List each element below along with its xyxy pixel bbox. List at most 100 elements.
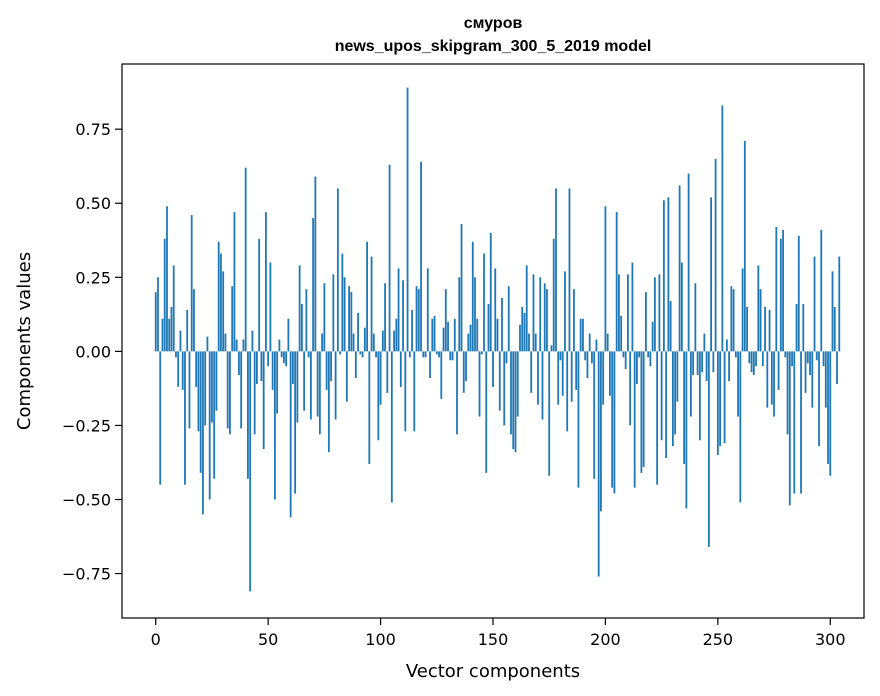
bar-142 — [474, 277, 476, 352]
bar-19 — [197, 351, 200, 432]
bar-163 — [521, 306, 524, 352]
bar-79 — [332, 274, 335, 352]
bar-4 — [163, 238, 166, 352]
bar-183 — [566, 351, 569, 432]
bar-165 — [525, 265, 528, 352]
bar-53 — [274, 351, 276, 500]
bar-251 — [719, 351, 721, 447]
bar-101 — [381, 330, 384, 352]
bar-13 — [184, 351, 186, 485]
bar-168 — [532, 274, 535, 352]
bar-255 — [728, 351, 730, 381]
bar-102 — [384, 283, 386, 352]
bar-59 — [287, 318, 290, 352]
bar-125 — [435, 351, 438, 355]
bar-41 — [247, 351, 249, 479]
bar-84 — [343, 277, 346, 352]
bar-239 — [692, 351, 695, 376]
bar-146 — [483, 253, 485, 352]
bar-77 — [327, 351, 330, 453]
bar-240 — [694, 283, 697, 352]
bar-96 — [370, 256, 373, 352]
bar-202 — [609, 351, 611, 396]
bar-224 — [658, 274, 661, 352]
bar-298 — [824, 351, 827, 408]
bar-57 — [282, 351, 285, 364]
bar-71 — [314, 176, 317, 352]
bar-42 — [249, 351, 252, 592]
bar-174 — [546, 289, 548, 352]
bar-304 — [838, 256, 841, 352]
y-tick-label: −0.25 — [62, 416, 111, 435]
bar-241 — [696, 351, 699, 376]
bar-8 — [172, 265, 175, 352]
bar-88 — [352, 333, 355, 352]
bar-253 — [723, 351, 726, 444]
bar-36 — [235, 339, 238, 352]
bar-149 — [489, 232, 492, 352]
bar-14 — [186, 309, 189, 352]
x-tick-label: 0 — [151, 630, 161, 649]
bar-190 — [582, 318, 584, 352]
bar-115 — [413, 351, 416, 432]
bar-66 — [303, 351, 306, 411]
bar-65 — [300, 303, 303, 352]
bar-233 — [678, 185, 681, 352]
bar-188 — [577, 351, 580, 488]
bar-60 — [289, 351, 292, 518]
bar-83 — [341, 253, 344, 352]
bar-26 — [213, 351, 216, 479]
bar-40 — [244, 167, 247, 352]
bar-211 — [629, 351, 632, 426]
bar-120 — [424, 351, 427, 358]
bar-290 — [806, 351, 809, 364]
bar-247 — [710, 197, 712, 352]
bar-250 — [716, 351, 719, 456]
bar-138 — [465, 351, 467, 381]
bar-10 — [177, 351, 180, 387]
bar-201 — [606, 333, 609, 352]
bar-18 — [195, 351, 198, 387]
y-axis-label: Components values — [14, 252, 35, 430]
bar-303 — [836, 351, 838, 384]
bar-147 — [485, 351, 488, 473]
bar-3 — [161, 318, 164, 352]
bar-29 — [220, 253, 222, 352]
bar-265 — [750, 351, 753, 373]
bar-216 — [640, 351, 643, 473]
bar-48 — [262, 351, 265, 450]
x-tick-label: 150 — [478, 630, 509, 649]
bar-119 — [422, 351, 425, 358]
bar-248 — [712, 351, 715, 373]
y-axis-ticks: −0.75 −0.50 −0.25 0.00 0.25 0.50 0.75 — [62, 120, 122, 584]
bar-103 — [386, 351, 389, 393]
bar-99 — [377, 351, 380, 441]
bar-177 — [552, 238, 555, 352]
bar-223 — [656, 351, 659, 485]
bar-81 — [336, 188, 339, 352]
bar-246 — [707, 351, 710, 547]
bar-227 — [665, 351, 668, 459]
bar-5 — [166, 206, 168, 352]
bar-243 — [701, 351, 704, 373]
x-tick-label: 100 — [365, 630, 396, 649]
bar-140 — [469, 324, 472, 352]
bar-192 — [586, 351, 589, 379]
bar-212 — [631, 262, 634, 352]
bar-49 — [265, 212, 267, 352]
bar-24 — [208, 351, 211, 500]
bar-263 — [746, 306, 748, 352]
bar-33 — [229, 351, 231, 435]
bar-210 — [627, 274, 629, 352]
bar-50 — [267, 351, 270, 367]
chart-title-line-1: смуров — [464, 15, 523, 32]
bar-234 — [680, 262, 683, 352]
bar-63 — [296, 351, 299, 423]
bar-139 — [467, 333, 470, 352]
bar-284 — [793, 351, 796, 494]
bar-252 — [721, 105, 724, 352]
bar-189 — [579, 318, 582, 352]
x-axis-ticks: 0 50 100 150 200 250 300 — [151, 618, 846, 649]
bar-279 — [782, 229, 784, 352]
